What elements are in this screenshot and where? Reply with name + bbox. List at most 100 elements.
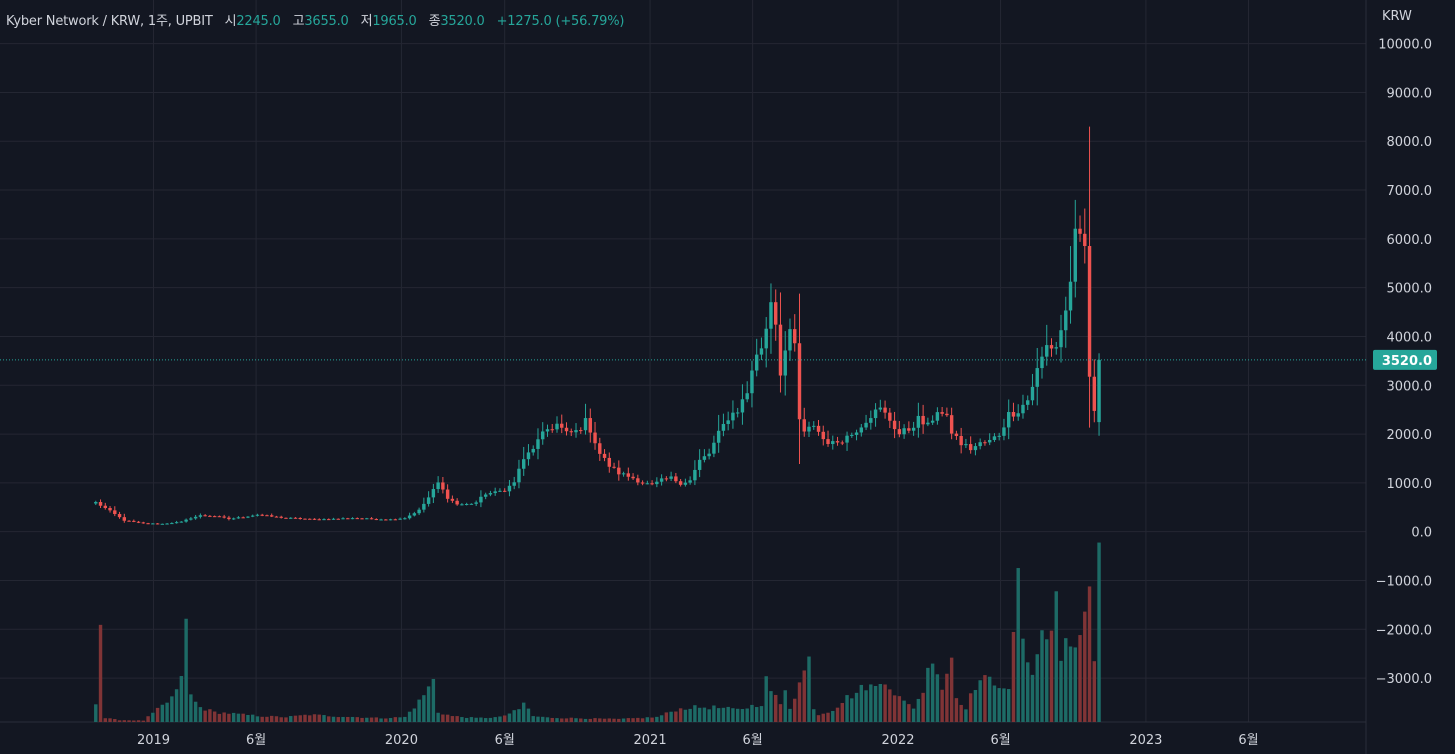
volume-bar bbox=[835, 707, 840, 722]
y-tick-label: 3000.0 bbox=[1387, 379, 1433, 394]
volume-bar bbox=[892, 695, 897, 722]
volume-bar bbox=[793, 698, 797, 722]
close-value: 3520.0 bbox=[440, 14, 485, 29]
candle-body bbox=[293, 517, 298, 519]
candle-body bbox=[726, 420, 730, 424]
candle-body bbox=[1059, 330, 1063, 348]
candle-body bbox=[807, 426, 811, 432]
candle-body bbox=[769, 302, 773, 329]
candle-body bbox=[1035, 368, 1039, 387]
volume-bar bbox=[783, 690, 787, 722]
candle-body bbox=[284, 517, 288, 519]
volume-bar bbox=[1030, 674, 1035, 722]
candle-body bbox=[327, 519, 331, 521]
volume-bar bbox=[384, 718, 388, 722]
volume-bar bbox=[1049, 630, 1054, 722]
volume-bar bbox=[212, 711, 217, 722]
candle-body bbox=[845, 435, 849, 443]
x-tick-label: 2022 bbox=[881, 733, 914, 748]
last-price-badge bbox=[1373, 349, 1437, 370]
volume-bar bbox=[612, 718, 616, 722]
candle-body bbox=[797, 343, 802, 420]
currency-label: KRW bbox=[1382, 9, 1412, 24]
candle-body bbox=[141, 522, 146, 524]
volume-bar bbox=[541, 716, 545, 722]
candle-body bbox=[108, 507, 112, 511]
y-tick-label: 0.0 bbox=[1411, 526, 1432, 541]
volume-bar bbox=[930, 663, 935, 722]
volume-bar bbox=[1078, 635, 1082, 722]
volume-bar bbox=[598, 718, 602, 722]
volume-bar bbox=[812, 709, 816, 722]
candle-body bbox=[445, 489, 450, 499]
candle-body bbox=[1021, 404, 1025, 414]
volume-bar bbox=[160, 704, 165, 722]
volume-bar bbox=[455, 716, 459, 722]
candle-body bbox=[1030, 386, 1035, 401]
volume-bar bbox=[826, 712, 830, 722]
volume-bar bbox=[445, 714, 450, 722]
candle-body bbox=[716, 430, 721, 443]
volume-bar bbox=[193, 701, 198, 722]
candle-body bbox=[498, 490, 502, 492]
volume-bar bbox=[464, 717, 469, 722]
volume-bar bbox=[403, 716, 407, 722]
candle-body bbox=[379, 519, 383, 521]
candle-body bbox=[531, 448, 535, 453]
volume-bar bbox=[1026, 662, 1030, 722]
volume-bar bbox=[303, 714, 307, 722]
candle-body bbox=[959, 435, 963, 446]
volume-bar bbox=[298, 715, 302, 722]
volume-bar bbox=[179, 676, 184, 722]
volume-bar bbox=[460, 717, 464, 722]
volume-bar bbox=[1002, 688, 1006, 722]
volume-bar bbox=[322, 715, 326, 722]
candle-body bbox=[412, 513, 417, 516]
candle-body bbox=[659, 478, 664, 482]
volume-bar bbox=[341, 716, 345, 722]
volume-bar bbox=[1087, 586, 1092, 722]
candle-body bbox=[697, 459, 702, 470]
volume-bar bbox=[902, 700, 906, 722]
candle-body bbox=[693, 469, 697, 481]
candle-body bbox=[636, 478, 640, 483]
candle-body bbox=[336, 518, 340, 520]
candle-body bbox=[645, 483, 650, 485]
volume-bar bbox=[607, 718, 612, 722]
candle-body bbox=[1016, 413, 1020, 417]
volume-bar bbox=[350, 716, 355, 722]
volume-bar bbox=[797, 682, 802, 722]
candle-body bbox=[1054, 347, 1058, 349]
volume-bar bbox=[231, 712, 236, 722]
volume-bar bbox=[968, 693, 973, 722]
candle-body bbox=[122, 517, 127, 521]
candle-body bbox=[683, 482, 688, 485]
candle-body bbox=[560, 423, 564, 428]
candle-body bbox=[617, 467, 621, 475]
volume-bar bbox=[236, 713, 241, 722]
candle-body bbox=[735, 412, 740, 414]
candle-body bbox=[193, 516, 198, 519]
volume-bar bbox=[921, 692, 925, 722]
candle-body bbox=[136, 521, 141, 523]
volume-bar bbox=[788, 708, 792, 722]
volume-bar bbox=[113, 719, 117, 722]
y-tick-label: 8000.0 bbox=[1387, 135, 1433, 150]
volume-bar bbox=[203, 710, 207, 722]
volume-bar bbox=[369, 717, 374, 722]
volume-bar bbox=[222, 712, 226, 722]
volume-bar bbox=[493, 717, 497, 722]
volume-bar bbox=[1040, 630, 1044, 722]
volume-bar bbox=[688, 708, 692, 722]
volume-bar bbox=[431, 678, 436, 722]
candle-body bbox=[260, 514, 264, 516]
candle-body bbox=[664, 478, 669, 480]
candle-body bbox=[203, 515, 207, 517]
candle-body bbox=[921, 415, 925, 425]
volume-bar bbox=[555, 718, 559, 722]
candle-body bbox=[132, 520, 136, 522]
candle-body bbox=[1097, 359, 1101, 423]
volume-bar bbox=[816, 715, 821, 722]
candle-body bbox=[179, 521, 184, 523]
